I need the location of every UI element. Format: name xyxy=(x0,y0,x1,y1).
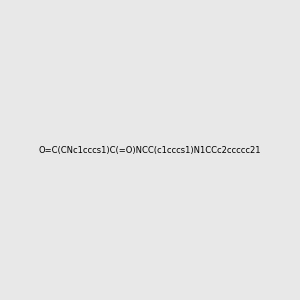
Text: O=C(CNc1cccs1)C(=O)NCC(c1cccs1)N1CCc2ccccc21: O=C(CNc1cccs1)C(=O)NCC(c1cccs1)N1CCc2ccc… xyxy=(39,146,261,154)
